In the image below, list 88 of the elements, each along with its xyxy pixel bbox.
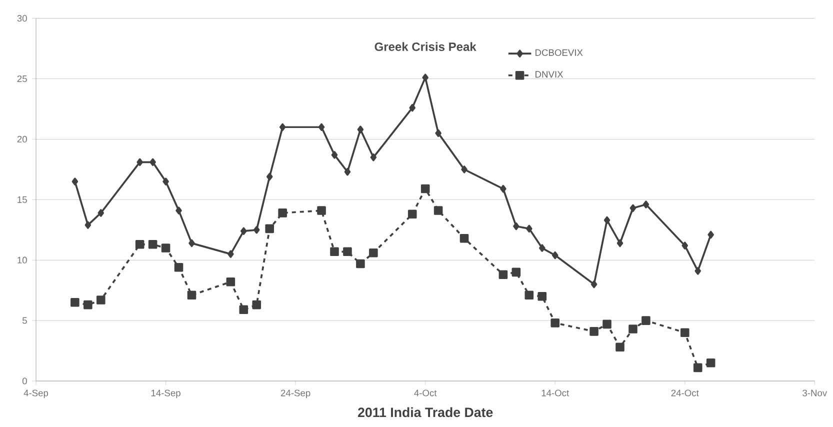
point xyxy=(369,248,378,258)
point xyxy=(434,206,443,215)
point xyxy=(228,250,234,258)
point xyxy=(343,247,352,256)
point xyxy=(435,129,442,138)
point xyxy=(174,262,184,272)
y-tick-label: 15 xyxy=(18,196,27,203)
point xyxy=(590,280,598,288)
point xyxy=(461,166,468,174)
point xyxy=(500,184,506,193)
point xyxy=(239,305,248,314)
point xyxy=(84,300,92,310)
x-tick-label: 3-Nov xyxy=(802,390,828,396)
point xyxy=(96,296,106,304)
point xyxy=(590,327,598,336)
point xyxy=(552,251,558,260)
point xyxy=(409,104,416,112)
x-tick-label: 14-Sep xyxy=(151,390,180,398)
x-tick-label: 4-Sep xyxy=(24,390,48,398)
point xyxy=(630,204,636,212)
point xyxy=(70,298,80,307)
point xyxy=(266,172,273,181)
point xyxy=(616,239,624,248)
point xyxy=(498,270,508,280)
y-tick-label: 30 xyxy=(17,15,27,22)
point xyxy=(318,123,325,131)
point xyxy=(680,328,690,338)
y-tick-label: 5 xyxy=(22,317,27,324)
point xyxy=(72,178,78,186)
point xyxy=(408,210,417,219)
x-tick-label: 14-Oct xyxy=(542,390,570,396)
point xyxy=(279,123,286,131)
point xyxy=(526,224,532,233)
point xyxy=(176,206,182,214)
point xyxy=(422,74,428,82)
point xyxy=(682,242,688,250)
point xyxy=(513,222,520,230)
x-tick-label: 24-Sep xyxy=(280,390,310,398)
point xyxy=(317,206,326,215)
y-tick-label: 25 xyxy=(17,75,27,82)
y-tick-label: 10 xyxy=(18,256,27,264)
point xyxy=(602,320,612,329)
point xyxy=(370,153,377,162)
y-tick-label: 0 xyxy=(22,378,27,384)
legend-label: DNVIX xyxy=(536,71,564,78)
point xyxy=(642,200,650,208)
point xyxy=(135,240,144,249)
point xyxy=(162,178,169,186)
point xyxy=(344,168,351,176)
point xyxy=(356,259,365,268)
point xyxy=(161,244,170,252)
point xyxy=(278,208,287,218)
point xyxy=(148,240,158,249)
point xyxy=(616,342,624,352)
point xyxy=(188,239,195,248)
point xyxy=(150,158,156,166)
point xyxy=(550,318,560,328)
point xyxy=(604,216,610,224)
x-tick-label: 24-Oct xyxy=(671,390,699,396)
point xyxy=(538,292,547,301)
point xyxy=(524,290,534,300)
point xyxy=(98,209,104,217)
point xyxy=(642,316,650,325)
x-axis-title: 2011 India Trade Date xyxy=(358,407,493,418)
point xyxy=(420,184,430,194)
point xyxy=(187,290,196,300)
point xyxy=(136,158,143,166)
point xyxy=(460,234,469,243)
legend-label: DCBOEVIX xyxy=(536,49,583,56)
x-tick-label: 4-Oct xyxy=(414,390,437,396)
text: Greek Crisis Peak xyxy=(374,42,476,52)
point xyxy=(628,324,638,334)
point xyxy=(253,226,260,234)
point xyxy=(226,277,236,286)
point xyxy=(265,224,274,234)
point xyxy=(330,247,339,256)
point xyxy=(512,268,521,277)
point xyxy=(84,221,92,229)
point xyxy=(252,300,262,310)
point xyxy=(539,244,546,252)
point xyxy=(693,363,702,372)
point xyxy=(694,267,701,275)
point xyxy=(240,227,247,235)
point xyxy=(331,151,338,159)
point xyxy=(706,358,716,368)
y-tick-label: 20 xyxy=(17,136,27,143)
point xyxy=(357,126,364,134)
point xyxy=(708,230,714,239)
